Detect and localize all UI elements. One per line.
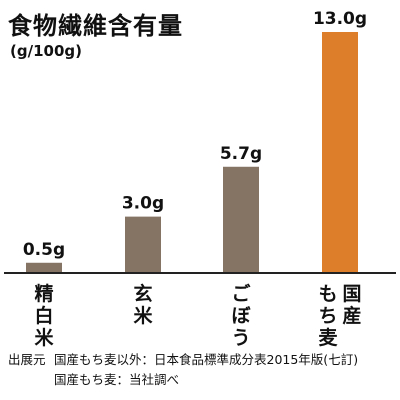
value-label-2: 3.0g [122, 194, 164, 214]
category-label-3-char2: ぼ [231, 305, 251, 327]
source-label: 出展元 [8, 352, 46, 367]
category-label-3-char3: う [231, 327, 250, 349]
bar-3 [223, 166, 259, 272]
source-line-2: 国産もち麦：当社調べ [8, 372, 179, 388]
category-label-4-col1-char2: 産 [342, 304, 361, 327]
chart-unit: (g/100g) [10, 42, 82, 60]
value-label-3: 5.7g [220, 144, 262, 164]
category-label-3-char1: ご [231, 282, 250, 305]
category-label-1-char2: 白 [34, 304, 53, 327]
source-text-1: 国産もち麦以外：日本食品標準成分表2015年版(七訂) [54, 352, 359, 367]
value-label-4: 13.0g [313, 9, 367, 29]
bar-4 [322, 32, 358, 272]
source-text-2: 国産もち麦：当社調べ [54, 372, 180, 387]
bar-2 [125, 216, 161, 272]
value-label-1: 0.5g [23, 240, 65, 260]
category-label-1-char3: 米 [34, 326, 54, 349]
category-label-4-col2-char1: も [318, 283, 337, 305]
category-label-4-col2-char3: 麦 [318, 326, 338, 349]
source-line-1: 出展元 国産もち麦以外：日本食品標準成分表2015年版(七訂) [8, 352, 358, 368]
bar-1 [26, 262, 62, 272]
category-label-4-col2-char2: ち [318, 305, 337, 327]
category-label-1-char1: 精 [34, 282, 53, 305]
chart-title: 食物繊維含有量 [8, 12, 183, 40]
category-label-4-col1-char1: 国 [342, 283, 361, 305]
category-label-2-char2: 米 [133, 304, 153, 327]
category-label-2-char1: 玄 [133, 282, 152, 305]
